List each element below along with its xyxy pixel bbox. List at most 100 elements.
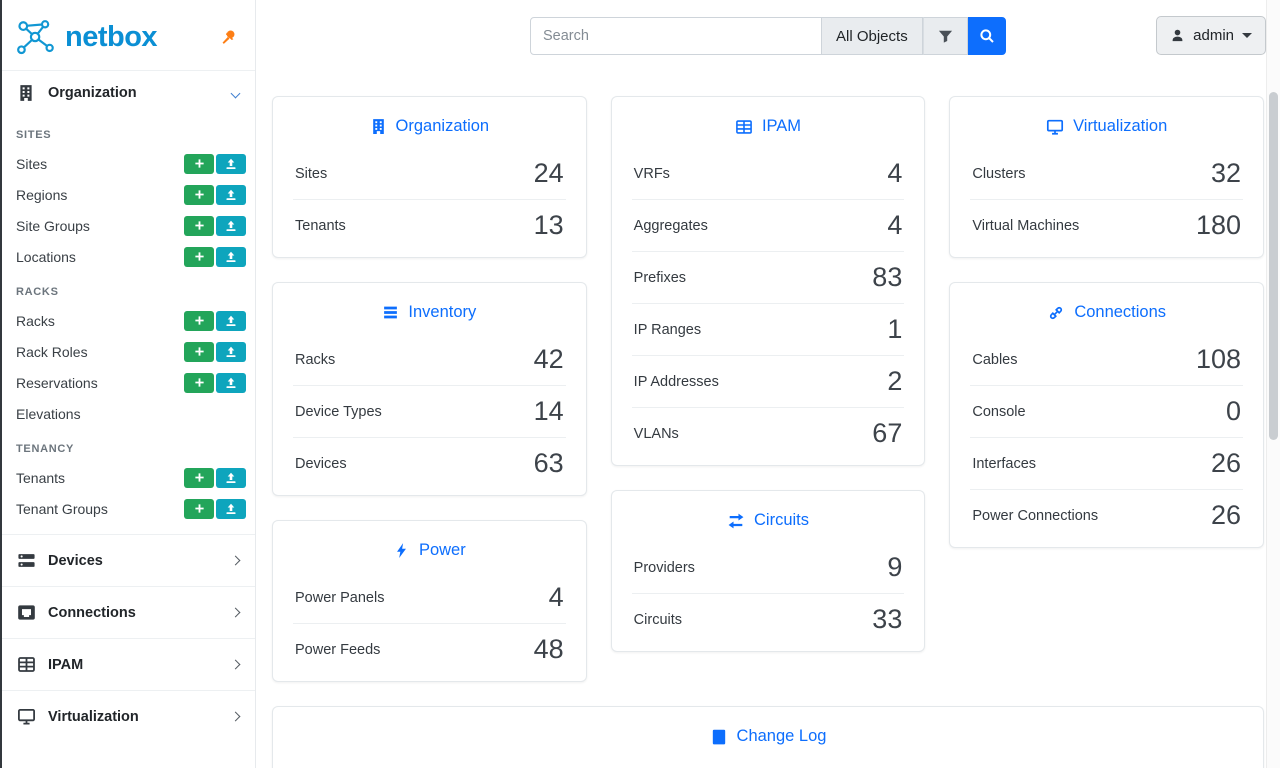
stat-row: Tenants 13 — [293, 199, 566, 251]
card-title-text: Connections — [1074, 303, 1167, 321]
stat-link[interactable]: Device Types — [295, 403, 382, 420]
stat-link[interactable]: Interfaces — [972, 455, 1037, 472]
user-menu-button[interactable]: admin — [1156, 16, 1266, 55]
connections-card-title[interactable]: Connections — [970, 297, 1243, 334]
stat-value: 180 — [1195, 210, 1242, 240]
import-button[interactable] — [216, 215, 246, 236]
sidebar-item-connections[interactable]: Connections — [0, 586, 255, 638]
import-button[interactable] — [216, 372, 246, 393]
stat-link[interactable]: Clusters — [972, 165, 1026, 182]
stat-row: Console 0 — [970, 385, 1244, 437]
stat-link[interactable]: Cables — [972, 351, 1018, 368]
sidebar-link[interactable]: Rack Roles — [16, 343, 88, 360]
stat-row: Cables 108 — [970, 334, 1243, 385]
stat-link[interactable]: Power Connections — [972, 507, 1099, 524]
stat-row: Sites 24 — [293, 148, 566, 199]
sidebar-link[interactable]: Reservations — [16, 374, 98, 391]
stat-link[interactable]: Providers — [633, 559, 695, 576]
stat-link[interactable]: VLANs — [633, 425, 679, 442]
search-submit-button[interactable] — [967, 17, 1006, 55]
import-button[interactable] — [216, 341, 246, 362]
stat-link[interactable]: Aggregates — [633, 217, 708, 234]
stat-link[interactable]: VRFs — [633, 165, 670, 182]
stat-link[interactable]: Tenants — [295, 217, 346, 234]
upload-icon — [225, 503, 237, 515]
upload-icon — [225, 377, 237, 389]
import-button[interactable] — [216, 246, 246, 267]
add-button[interactable] — [184, 215, 214, 236]
stat-link[interactable]: Power Panels — [295, 589, 385, 606]
stat-link[interactable]: IP Ranges — [633, 321, 702, 338]
import-button[interactable] — [216, 153, 246, 174]
stat-value: 32 — [1210, 158, 1242, 188]
import-button[interactable] — [216, 467, 246, 488]
organization-card-title[interactable]: Organization — [293, 111, 566, 148]
add-button[interactable] — [184, 341, 214, 362]
circuits-card-title[interactable]: Circuits — [632, 505, 905, 542]
plus-icon — [194, 220, 205, 231]
stat-link[interactable]: IP Addresses — [633, 373, 719, 390]
upload-icon — [225, 189, 237, 201]
sidebar-link[interactable]: Regions — [16, 186, 68, 203]
power-card-title[interactable]: Power — [293, 535, 566, 572]
sidebar-item-label: Devices — [48, 552, 103, 569]
sidebar-link[interactable]: Tenants — [16, 469, 66, 486]
card-title-text: Virtualization — [1073, 117, 1168, 135]
sidebar-item-elevations: Elevations — [0, 398, 255, 429]
inventory-card: Inventory Racks 42 Device Types 14 Devic… — [272, 282, 587, 496]
pin-icon[interactable] — [220, 29, 237, 46]
stat-link[interactable]: Prefixes — [633, 269, 687, 286]
sidebar-item-organization[interactable]: Organization — [0, 70, 255, 115]
ipam-card-title[interactable]: IPAM — [632, 111, 905, 148]
add-button[interactable] — [184, 467, 214, 488]
sidebar-item-ipam[interactable]: IPAM — [0, 638, 255, 690]
add-button[interactable] — [184, 372, 214, 393]
import-button[interactable] — [216, 184, 246, 205]
stat-link[interactable]: Console — [972, 403, 1026, 420]
sidebar-item-label: Virtualization — [48, 708, 139, 725]
journal-icon — [710, 728, 728, 746]
changelog-card-title[interactable]: Change Log — [293, 721, 1243, 758]
search-scope-button[interactable]: All Objects — [822, 17, 923, 55]
sidebar-item-virtualization[interactable]: Virtualization — [0, 690, 255, 742]
card-title-text: Change Log — [736, 727, 827, 745]
card-title-text: IPAM — [761, 117, 802, 135]
connections-card: Connections Cables 108 Console 0 Interfa… — [949, 282, 1265, 548]
stat-value: 63 — [533, 448, 564, 478]
sidebar-link[interactable]: Racks — [16, 312, 55, 329]
sidebar-link[interactable]: Locations — [16, 248, 76, 265]
stat-link[interactable]: Circuits — [633, 611, 683, 628]
netbox-logo[interactable]: netbox — [14, 17, 158, 57]
stat-row: Devices 63 — [293, 437, 566, 489]
sidebar-link[interactable]: Tenant Groups — [16, 500, 108, 517]
stat-link[interactable]: Racks — [295, 351, 336, 368]
plus-icon — [194, 472, 205, 483]
stat-link[interactable]: Sites — [295, 165, 328, 182]
add-button[interactable] — [184, 310, 214, 331]
inventory-card-title[interactable]: Inventory — [293, 297, 566, 334]
plus-icon — [194, 189, 205, 200]
add-button[interactable] — [184, 153, 214, 174]
add-button[interactable] — [184, 246, 214, 267]
stat-link[interactable]: Virtual Machines — [972, 217, 1080, 234]
plus-icon — [194, 315, 205, 326]
topbar: All Objects admin — [256, 0, 1280, 72]
sidebar-link[interactable]: Sites — [16, 155, 48, 172]
import-button[interactable] — [216, 310, 246, 331]
scrollbar-thumb[interactable] — [1269, 92, 1278, 440]
stat-link[interactable]: Devices — [295, 455, 347, 472]
sidebar-item-devices[interactable]: Devices — [0, 534, 255, 586]
stat-value: 42 — [533, 344, 564, 374]
add-button[interactable] — [184, 184, 214, 205]
search-input[interactable] — [530, 17, 822, 55]
stat-link[interactable]: Power Feeds — [295, 641, 381, 658]
stat-value: 26 — [1210, 500, 1242, 530]
sidebar-item-label: Organization — [48, 85, 137, 101]
filter-button[interactable] — [922, 17, 968, 55]
import-button[interactable] — [216, 498, 246, 519]
add-button[interactable] — [184, 498, 214, 519]
card-title-text: Circuits — [754, 511, 810, 529]
sidebar-link[interactable]: Site Groups — [16, 217, 90, 234]
virtualization-card-title[interactable]: Virtualization — [970, 111, 1243, 148]
sidebar-link[interactable]: Elevations — [16, 405, 81, 422]
